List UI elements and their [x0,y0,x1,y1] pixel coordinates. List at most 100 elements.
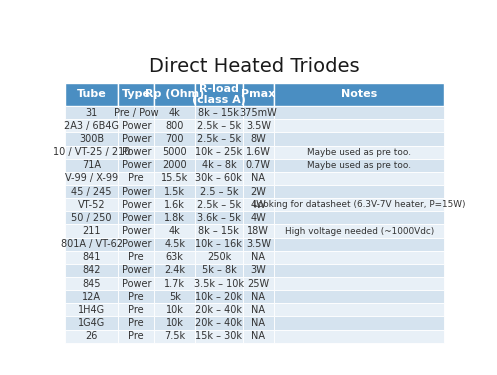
Bar [118,132,154,146]
Text: NA: NA [251,318,265,328]
Bar [65,132,118,146]
Text: Power: Power [122,239,151,249]
Bar [274,106,444,119]
Text: 71A: 71A [82,160,101,170]
Bar [243,106,274,119]
Text: Power: Power [122,121,151,131]
Text: 1.7k: 1.7k [164,279,185,289]
Text: 2W: 2W [250,187,266,196]
Bar [195,82,243,106]
Text: 8k – 15k: 8k – 15k [198,108,240,118]
Text: 801A / VT-62: 801A / VT-62 [61,239,123,249]
Bar [195,225,243,238]
Bar [195,146,243,159]
Text: 700: 700 [166,134,184,144]
Bar [118,185,154,198]
Bar [243,264,274,277]
Text: 3W: 3W [250,266,266,276]
Text: Power: Power [122,213,151,223]
Text: 4k: 4k [169,226,180,236]
Text: NA: NA [251,252,265,262]
Bar [154,198,195,211]
Text: 1.8k: 1.8k [165,213,185,223]
Bar [274,159,444,172]
Bar [154,316,195,330]
Bar [118,277,154,290]
Bar [243,119,274,132]
Text: 4k: 4k [169,108,180,118]
Bar [274,82,444,106]
Text: 5000: 5000 [163,147,187,157]
Text: 300B: 300B [79,134,104,144]
Text: Power: Power [122,266,151,276]
Text: Type: Type [122,89,151,99]
Text: 26: 26 [85,331,98,341]
Bar [243,277,274,290]
Text: 841: 841 [83,252,101,262]
Text: Pre: Pre [128,174,144,183]
Text: Power: Power [122,160,151,170]
Text: 845: 845 [83,279,101,289]
Bar [154,225,195,238]
Bar [243,159,274,172]
Text: 8W: 8W [250,134,266,144]
Text: 3.6k – 5k: 3.6k – 5k [197,213,241,223]
Text: V-99 / X-99: V-99 / X-99 [65,174,118,183]
Text: Pre / Pow: Pre / Pow [114,108,159,118]
Text: Tube: Tube [77,89,107,99]
Bar [118,225,154,238]
Bar [195,132,243,146]
Text: 5k: 5k [169,292,181,302]
Bar [65,290,118,303]
Bar [118,211,154,225]
Bar [65,264,118,277]
Text: 3.5W: 3.5W [246,239,271,249]
Bar [243,330,274,343]
Text: Direct Heated Triodes: Direct Heated Triodes [150,57,360,75]
Text: Pmax: Pmax [241,89,275,99]
Text: 10k: 10k [166,318,184,328]
Text: 31: 31 [85,108,98,118]
Text: 2.4k: 2.4k [164,266,185,276]
Bar [195,119,243,132]
Text: 18W: 18W [248,226,269,236]
Text: 10k – 20k: 10k – 20k [195,292,243,302]
Bar [154,330,195,343]
Bar [243,303,274,316]
Bar [274,185,444,198]
Text: Power: Power [122,200,151,210]
Bar [118,303,154,316]
Text: NA: NA [251,174,265,183]
Bar [243,82,274,106]
Text: Pre: Pre [128,252,144,262]
Text: 4.5k: 4.5k [164,239,185,249]
Bar [154,211,195,225]
Bar [65,159,118,172]
Bar [243,211,274,225]
Bar [274,211,444,225]
Bar [195,238,243,251]
Text: NA: NA [251,292,265,302]
Text: Power: Power [122,187,151,196]
Bar [154,106,195,119]
Bar [118,172,154,185]
Text: 375mW: 375mW [240,108,277,118]
Text: 800: 800 [166,121,184,131]
Text: Maybe used as pre too.: Maybe used as pre too. [307,148,411,157]
Bar [154,185,195,198]
Bar [154,264,195,277]
Bar [154,251,195,264]
Bar [118,198,154,211]
Bar [195,185,243,198]
Text: 8k – 15k: 8k – 15k [198,226,240,236]
Text: 10k – 25k: 10k – 25k [195,147,243,157]
Bar [154,238,195,251]
Bar [243,132,274,146]
Text: 2A3 / 6B4G: 2A3 / 6B4G [64,121,119,131]
Text: 20k – 40k: 20k – 40k [195,305,243,315]
Text: 50 / 250: 50 / 250 [72,213,112,223]
Text: Power: Power [122,134,151,144]
Bar [274,146,444,159]
Bar [274,330,444,343]
Text: 20k – 40k: 20k – 40k [195,318,243,328]
